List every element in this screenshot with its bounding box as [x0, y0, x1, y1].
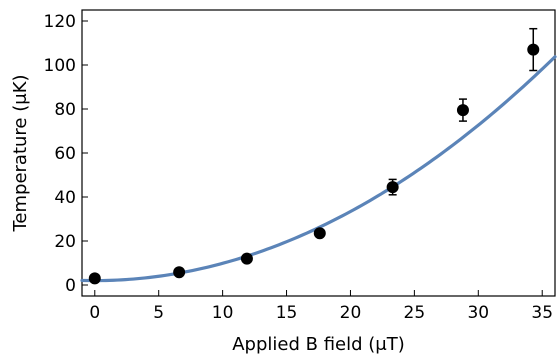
data-point	[240, 252, 253, 265]
y-tick-label: 80	[54, 100, 76, 120]
points-layer	[88, 27, 540, 285]
x-axis-title: Applied B field (μT)	[232, 334, 405, 355]
plot-frame	[81, 9, 556, 297]
x-axis-ticks: 0 5 10 15 20 25 30 35	[89, 290, 553, 323]
x-tick-label: 35	[531, 303, 553, 323]
x-tick-label: 30	[467, 303, 489, 323]
y-tick-label: 20	[54, 232, 76, 252]
data-point	[173, 266, 186, 279]
y-axis-title: Temperature (μK)	[10, 74, 31, 232]
data-point	[313, 227, 326, 240]
data-point	[527, 43, 540, 56]
x-tick-label: 25	[404, 303, 426, 323]
fit-curve-line	[80, 55, 557, 283]
y-tick-label: 0	[65, 276, 76, 296]
y-tick-label: 60	[54, 144, 76, 164]
x-tick-label: 5	[153, 303, 164, 323]
y-axis-ticks: 0 20 40 60 80 100 120	[44, 12, 88, 296]
data-point	[456, 104, 469, 117]
data-point	[386, 181, 399, 194]
x-tick-label: 20	[340, 303, 362, 323]
y-tick-label: 100	[44, 56, 76, 76]
x-tick-label: 0	[89, 303, 100, 323]
data-point	[88, 272, 101, 285]
y-tick-label: 40	[54, 188, 76, 208]
x-tick-label: 15	[276, 303, 298, 323]
x-tick-label: 10	[212, 303, 234, 323]
fit-layer	[80, 55, 557, 283]
y-tick-label: 120	[44, 12, 76, 32]
